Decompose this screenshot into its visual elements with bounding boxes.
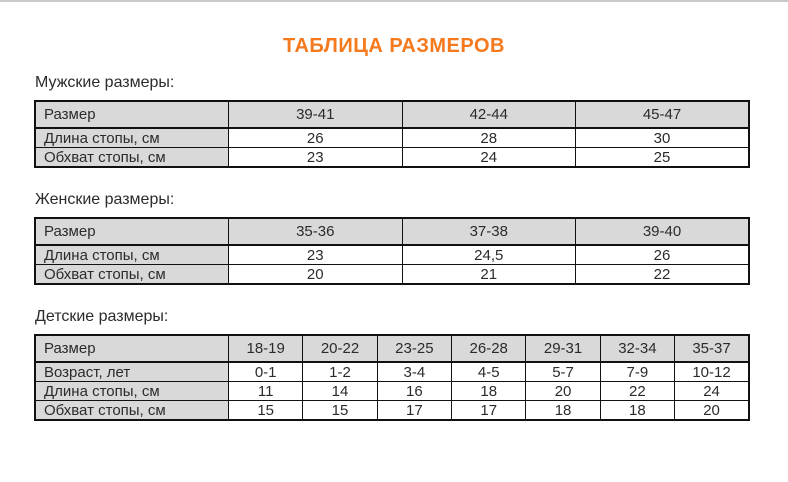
size-table-row: Обхват стопы, см 23 24 25 [34, 147, 750, 168]
size-range-header-cell: 20-22 [302, 334, 378, 363]
value-cell: 20 [525, 381, 601, 401]
value-cell: 17 [451, 400, 527, 421]
size-table-row: Длина стопы, см 23 24,5 26 [34, 244, 750, 265]
section-women-sizes: Женские размеры: Размер 35-36 37-38 39-40 Дл… [0, 191, 788, 285]
value-cell: 1-2 [302, 361, 378, 382]
value-cell: 14 [302, 381, 378, 401]
size-range-header-cell: 42-44 [401, 100, 576, 129]
value-cell: 20 [674, 400, 750, 421]
size-range-header-cell: 39-41 [228, 100, 403, 129]
size-table-header-row: Размер 39-41 42-44 45-47 [34, 100, 750, 129]
value-cell: 10-12 [674, 361, 750, 382]
section-men-label: Мужские размеры: [35, 74, 175, 91]
value-cell: 7-9 [599, 361, 676, 382]
size-range-header-cell: 37-38 [401, 217, 576, 246]
value-cell: 21 [401, 264, 576, 285]
value-cell: 4-5 [451, 361, 527, 382]
size-range-header-cell: 26-28 [451, 334, 527, 363]
value-cell: 24,5 [401, 244, 576, 265]
row-label-cell: Обхват стопы, см [34, 400, 229, 421]
value-cell: 23 [228, 244, 403, 265]
page-title: ТАБЛИЦА РАЗМЕРОВ [283, 35, 505, 57]
size-table-row: Обхват стопы, см 20 21 22 [34, 264, 750, 285]
size-label-header-cell: Размер [34, 334, 229, 363]
men-size-table: Размер 39-41 42-44 45-47 Длина стопы, см 26 28… [34, 100, 750, 168]
value-cell: 18 [451, 381, 527, 401]
value-cell: 3-4 [376, 361, 453, 382]
size-range-header-cell: 32-34 [599, 334, 676, 363]
section-women-label: Женские размеры: [35, 191, 175, 208]
size-table-row: Длина стопы, см 26 28 30 [34, 127, 750, 148]
size-range-header-cell: 35-36 [228, 217, 403, 246]
size-range-header-cell: 23-25 [376, 334, 453, 363]
size-label-header-cell: Размер [34, 100, 229, 129]
value-cell: 15 [302, 400, 378, 421]
value-cell: 24 [401, 147, 576, 168]
value-cell: 11 [227, 381, 304, 401]
value-cell: 23 [228, 147, 403, 168]
size-range-header-cell: 45-47 [575, 100, 750, 129]
size-range-header-cell: 29-31 [525, 334, 601, 363]
value-cell: 17 [376, 400, 453, 421]
row-label-cell: Возраст, лет [34, 361, 229, 382]
top-divider [0, 0, 788, 2]
section-children-label: Детские размеры: [35, 308, 169, 325]
size-label-header-cell: Размер [34, 217, 229, 246]
row-label-cell: Длина стопы, см [34, 381, 229, 401]
row-label-cell: Обхват стопы, см [34, 264, 229, 285]
section-men-sizes: Мужские размеры: Размер 39-41 42-44 45-47 Дл… [0, 74, 788, 168]
value-cell: 22 [575, 264, 750, 285]
value-cell: 30 [575, 127, 750, 148]
size-table-row: Длина стопы, см 11 14 16 18 20 22 24 [34, 381, 750, 401]
size-table-row: Обхват стопы, см 15 15 17 17 18 18 20 [34, 400, 750, 421]
size-table-header-row: Размер 18-19 20-22 23-25 26-28 29-31 32-34 35-3… [34, 334, 750, 363]
value-cell: 22 [599, 381, 676, 401]
women-size-table: Размер 35-36 37-38 39-40 Длина стопы, см 23 24… [34, 217, 750, 285]
value-cell: 16 [376, 381, 453, 401]
row-label-cell: Длина стопы, см [34, 244, 229, 265]
value-cell: 28 [401, 127, 576, 148]
value-cell: 26 [228, 127, 403, 148]
value-cell: 20 [228, 264, 403, 285]
value-cell: 15 [227, 400, 304, 421]
row-label-cell: Длина стопы, см [34, 127, 229, 148]
row-label-cell: Обхват стопы, см [34, 147, 229, 168]
section-children-sizes: Детские размеры: Размер 18-19 20-22 23-25 26… [0, 308, 788, 421]
children-size-table: Размер 18-19 20-22 23-25 26-28 29-31 32-34 35-3… [34, 334, 750, 421]
value-cell: 0-1 [227, 361, 304, 382]
size-range-header-cell: 18-19 [227, 334, 304, 363]
size-table-header-row: Размер 35-36 37-38 39-40 [34, 217, 750, 246]
value-cell: 18 [525, 400, 601, 421]
size-table-row: Возраст, лет 0-1 1-2 3-4 4-5 5-7 7-9 10-12 [34, 361, 750, 382]
size-range-header-cell: 39-40 [575, 217, 750, 246]
value-cell: 24 [674, 381, 750, 401]
value-cell: 25 [575, 147, 750, 168]
value-cell: 26 [575, 244, 750, 265]
size-range-header-cell: 35-37 [674, 334, 750, 363]
value-cell: 18 [599, 400, 676, 421]
value-cell: 5-7 [525, 361, 601, 382]
